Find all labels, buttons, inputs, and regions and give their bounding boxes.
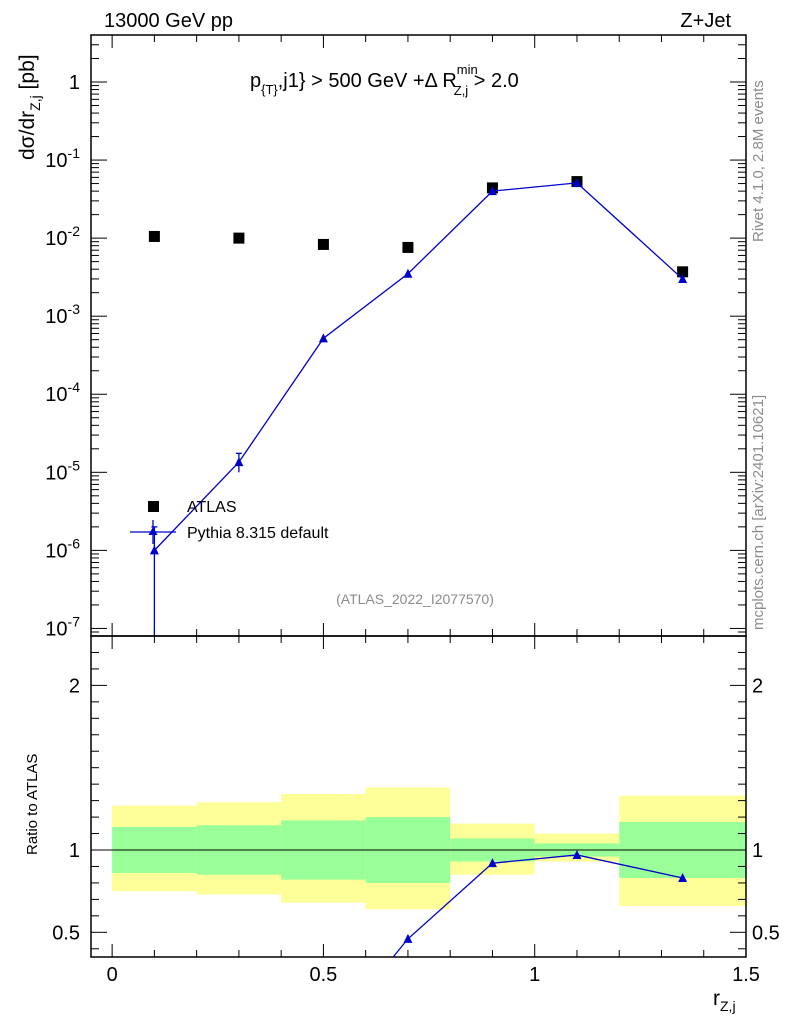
ratio-y-tick-label-right: 0.5 [752,922,780,944]
atlas-data-point [677,266,689,278]
pythia-data-point [149,545,159,555]
rivet-label: Rivet 4.1.0, 2.8M events [750,80,767,242]
pythia-data-point [403,268,413,278]
y-tick-label: 10-5 [45,457,80,484]
atlas-data-point [233,232,245,244]
x-axis-label-main: r [713,987,720,1010]
ratio-pythia-point [403,933,413,943]
x-axis-label: rZ,j [713,987,736,1014]
pythia-data-point [487,186,497,196]
atlas-data-point [402,241,414,253]
pythia-data-point [678,273,688,283]
y-axis-label-sub: Z,j [27,95,43,111]
ratio-y-tick-label: 2 [69,675,80,697]
y-tick-label: 1 [69,72,80,94]
header-left-label: 13000 GeV pp [104,10,233,32]
y-axis-label-unit: [pb] [16,54,39,95]
header-right-label: Z+Jet [680,10,731,32]
pythia-data-point [318,333,328,343]
ratio-frame [90,635,747,958]
y-tick-label: 10-7 [45,613,80,640]
legend-atlas-marker [148,501,159,512]
y-axis-label-main: dσ/dr [16,111,39,160]
ratio-y-tick-label-right: 1 [752,840,763,862]
y-tick-label: 10-2 [45,223,80,250]
y-tick-label: 10-1 [45,145,80,172]
cut-label-part1: p [250,70,261,92]
ratio-pythia-point [678,872,688,882]
ratio-panel: 0 0.5 1 1.5 0.5 0.5 1 1 2 2 [52,635,780,986]
pythia-data-point [234,457,244,467]
y-tick-label: 10-6 [45,535,80,562]
ratio-y-tick-label-right: 2 [752,675,763,697]
ratio-y-tick-label: 0.5 [52,922,80,944]
x-tick-label: 0 [107,964,118,986]
cut-label-sub2: Z,j [454,83,469,98]
y-tick-label: 10-3 [45,301,80,328]
ratio-y-axis-label: Ratio to ATLAS [24,754,41,855]
cut-label: p{T},j1} > 500 GeV +Δ Rmin Z,j > 2.0 [250,62,519,98]
legend-pythia-label: Pythia 8.315 default [187,525,329,542]
mcplots-label: mcplots.cern.ch [arXiv:2401.10621] [750,395,767,630]
atlas-data-point [317,238,329,250]
cut-label-sub1: {T} [261,82,278,97]
x-tick-label: 1.5 [732,964,760,986]
main-frame [90,34,747,637]
legend-atlas-label: ATLAS [187,499,237,516]
analysis-tag: (ATLAS_2022_I2077570) [336,591,494,607]
cut-label-sup2: min [457,62,478,77]
ratio-pythia-point [487,858,497,868]
legend: ATLAS Pythia 8.315 default [130,499,329,544]
cut-label-part3: > 2.0 [468,70,519,92]
y-axis-label: dσ/drZ,j [pb] [16,54,43,160]
cut-label-part2: ,j1} > 500 GeV +Δ R [278,70,457,92]
x-tick-label: 0.5 [310,964,338,986]
main-panel: 10-7 10-6 10-5 10-4 10-3 10-2 10-1 1 [45,34,747,640]
pythia-data-point [572,177,582,187]
ratio-y-tick-label: 1 [69,840,80,862]
legend-pythia-marker [148,527,158,535]
atlas-data-point [148,230,160,242]
ratio-pythia-point [572,849,582,859]
y-tick-label: 10-4 [45,379,80,406]
x-axis-label-sub: Z,j [720,998,736,1014]
x-tick-label: 1 [529,964,540,986]
